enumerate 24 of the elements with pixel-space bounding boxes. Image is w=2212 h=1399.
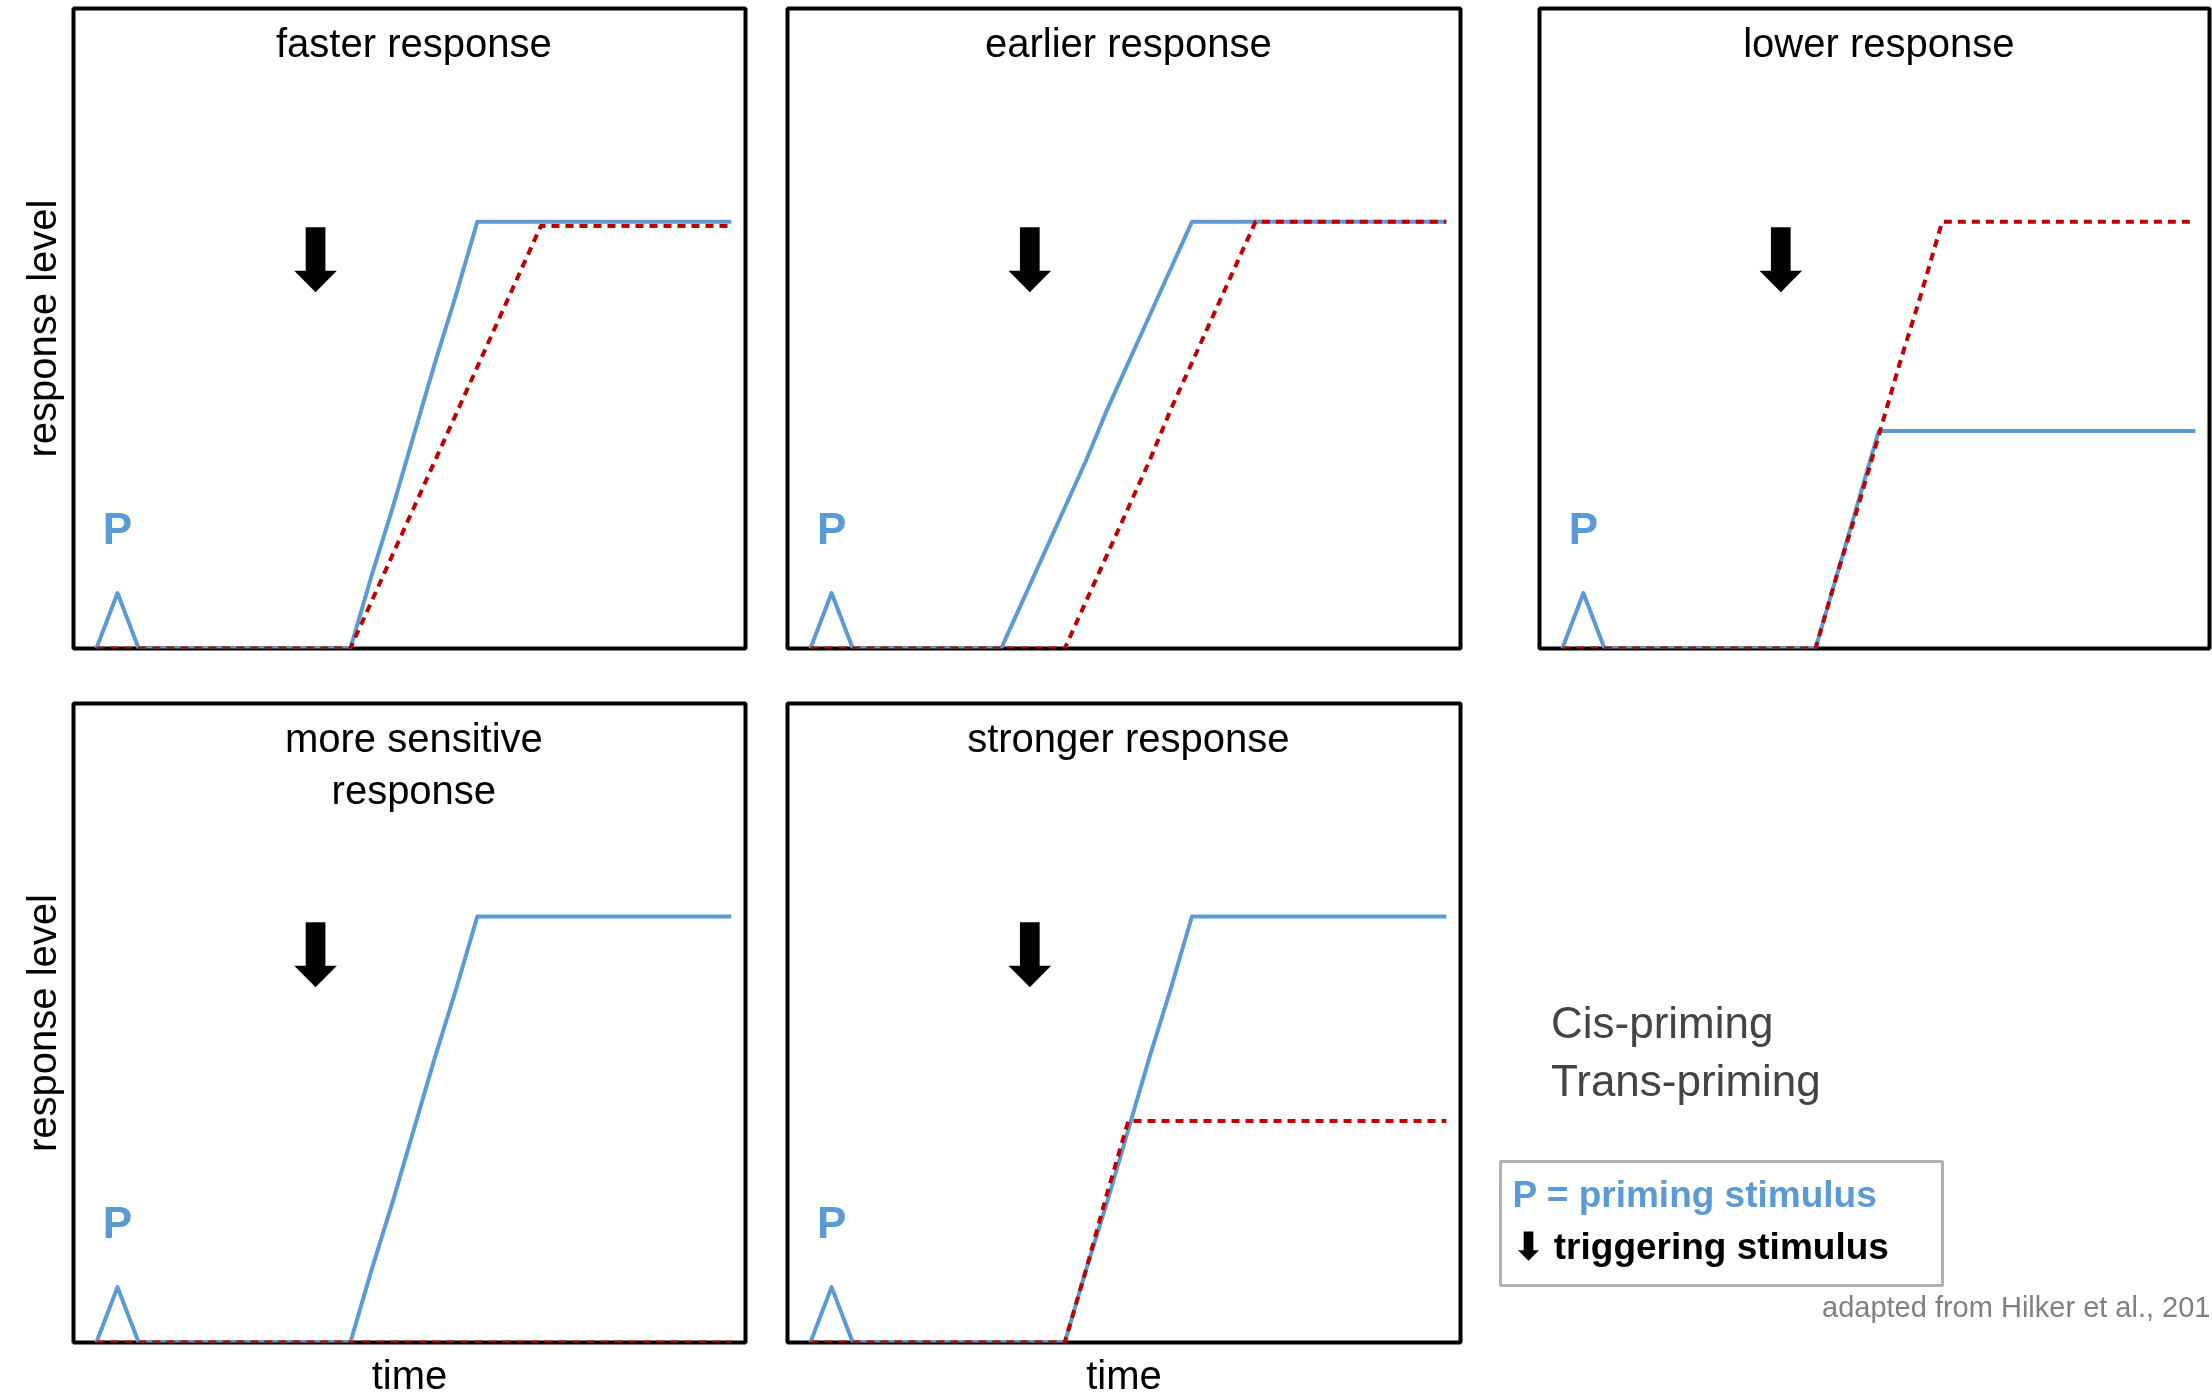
annotation: P <box>816 504 847 554</box>
text: P = priming stimulus <box>1512 1174 1877 1215</box>
y-axis-title: response level <box>19 894 64 1152</box>
x-axis-title: time <box>1086 1352 1162 1397</box>
text: adapted from Hilker et al., 201 <box>1822 1290 2211 1323</box>
text: Trans-priming <box>1551 1056 1821 1106</box>
chart-title: faster response <box>275 20 552 65</box>
annotation: ⬇ <box>1744 210 1817 311</box>
annotation: ⬇ <box>279 904 352 1005</box>
chart-title: earlier response <box>984 20 1272 65</box>
x-axis-title: time <box>371 1352 448 1397</box>
annotation: P <box>102 504 133 554</box>
annotation: P <box>816 1198 847 1248</box>
text: Cis-priming <box>1551 998 1774 1048</box>
text: ⬇ triggering stimulus <box>1512 1226 1889 1267</box>
annotation: ⬇ <box>993 904 1066 1005</box>
chart-title: more sensitive response <box>284 715 543 813</box>
annotation: P <box>1568 504 1599 554</box>
chart-title: stronger response <box>967 715 1290 760</box>
chart-title: lower response <box>1743 20 2015 65</box>
annotation: ⬇ <box>279 210 352 311</box>
y-axis-title: response level <box>19 199 64 458</box>
annotation: P <box>102 1198 133 1248</box>
annotation: ⬇ <box>993 210 1066 311</box>
